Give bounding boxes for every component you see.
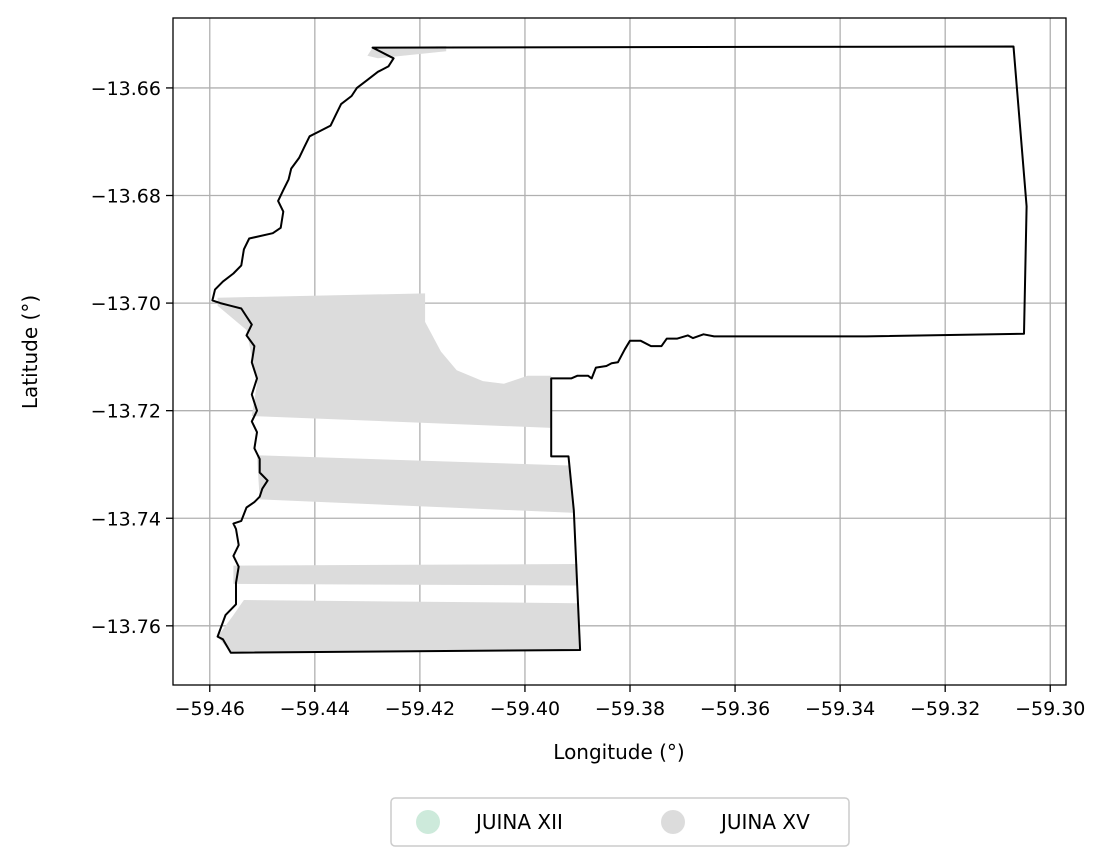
y-tick-label: −13.68	[91, 186, 161, 208]
legend-marker-juina-xv	[661, 810, 685, 834]
x-tick-label: −59.44	[280, 698, 350, 720]
legend-label-juina-xii: JUINA XII	[474, 810, 563, 834]
x-axis-label: Longitude (°)	[553, 740, 684, 764]
juina-xv-polygons	[217, 46, 581, 653]
legend-marker-juina-xii	[416, 810, 440, 834]
juina-xv-polygon	[217, 600, 581, 653]
juina-xv-polygon	[217, 293, 552, 428]
legend: JUINA XII JUINA XV	[390, 797, 850, 847]
y-tick-label: −13.72	[91, 401, 161, 423]
y-axis-label: Latitude (°)	[18, 295, 42, 409]
y-tick-label: −13.66	[91, 78, 161, 100]
x-tick-label: −59.32	[910, 698, 980, 720]
y-tick-label: −13.70	[91, 293, 161, 315]
x-tick-label: −59.34	[805, 698, 875, 720]
legend-label-juina-xv: JUINA XV	[719, 810, 810, 834]
x-tick-label: −59.46	[175, 698, 245, 720]
x-tick-label: −59.38	[595, 698, 665, 720]
boundary-outline	[211, 45, 1028, 654]
x-tick-label: −59.30	[1015, 698, 1085, 720]
x-tick-label: −59.40	[490, 698, 560, 720]
y-axis-ticks: −13.66 −13.68 −13.70 −13.72 −13.74 −13.76	[91, 78, 173, 638]
x-tick-label: −59.36	[700, 698, 770, 720]
legend-box	[390, 797, 850, 847]
x-axis-ticks: −59.46 −59.44 −59.42 −59.40 −59.38 −59.36 −59.…	[175, 685, 1085, 720]
plot-frame	[172, 17, 1067, 686]
y-tick-label: −13.74	[91, 508, 161, 530]
y-tick-label: −13.76	[91, 616, 161, 638]
juina-xv-polygon	[257, 455, 575, 513]
juina-xv-polygon	[233, 564, 578, 586]
x-tick-label: −59.42	[385, 698, 455, 720]
